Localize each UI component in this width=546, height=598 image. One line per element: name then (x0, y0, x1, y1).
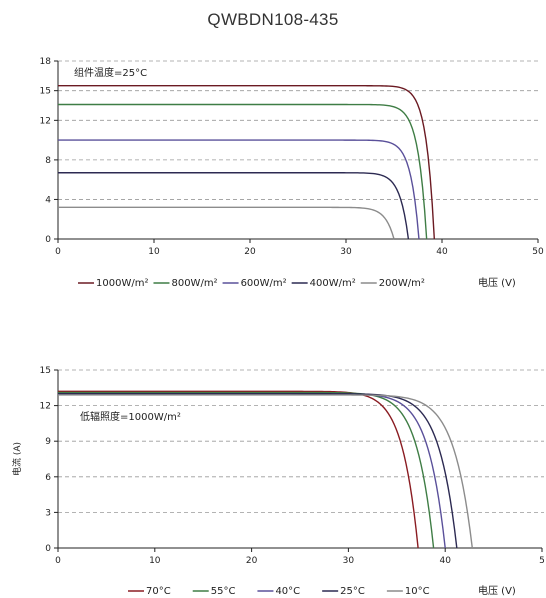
y-tick-label: 12 (40, 116, 51, 126)
x-tick-label: 20 (246, 556, 258, 566)
legend-label: 400W/m² (310, 278, 356, 289)
y-tick-label: 18 (40, 57, 52, 67)
y-axis-label: 电流 (A) (11, 442, 23, 476)
legend-label: 10°C (405, 586, 430, 597)
legend-label: 800W/m² (171, 278, 217, 289)
y-tick-label: 8 (45, 156, 51, 166)
x-axis-label: 电压 (V) (478, 584, 516, 597)
x-tick-label: 40 (439, 556, 451, 566)
y-tick-label: 15 (40, 366, 51, 376)
y-tick-label: 4 (45, 195, 51, 205)
page-title: QWBDN108-435 (207, 10, 339, 29)
x-tick-label: 5 (539, 556, 545, 566)
x-tick-label: 0 (55, 247, 61, 257)
y-tick-label: 9 (45, 437, 51, 447)
y-tick-label: 6 (45, 473, 51, 483)
legend-label: 600W/m² (241, 278, 287, 289)
x-tick-label: 50 (532, 247, 544, 257)
y-tick-label: 12 (40, 402, 51, 412)
x-tick-label: 10 (149, 556, 161, 566)
legend-label: 25°C (340, 586, 365, 597)
x-axis-label: 电压 (V) (478, 276, 516, 289)
series-line (58, 103, 428, 240)
x-tick-label: 20 (244, 247, 256, 257)
legend-label: 70°C (146, 586, 171, 597)
x-tick-label: 40 (436, 247, 448, 257)
y-tick-label: 0 (45, 544, 51, 554)
x-tick-label: 0 (55, 556, 61, 566)
legend-label: 200W/m² (379, 278, 425, 289)
chart-annotation: 组件温度=25°C (74, 66, 147, 79)
x-tick-label: 10 (148, 247, 160, 257)
irradiance-iv-chart: 0 4 8 12 15 18 0 10 20 30 40 50 组件温度=25°C 1000W/m² 800… (40, 57, 544, 289)
y-tick-label: 0 (45, 235, 51, 245)
series-line (58, 172, 410, 240)
temperature-iv-chart: 0 3 6 9 12 15 0 10 20 30 40 5 低辐照度=1000W/m² 电流 (A) 70°… (11, 366, 545, 597)
legend-label: 1000W/m² (96, 278, 148, 289)
series-line (58, 206, 395, 240)
chart-annotation: 低辐照度=1000W/m² (80, 410, 181, 423)
series-line (58, 394, 473, 549)
legend-label: 40°C (275, 586, 300, 597)
series-line (58, 139, 420, 240)
legend-label: 55°C (211, 586, 236, 597)
x-tick-label: 30 (343, 556, 355, 566)
y-tick-label: 15 (40, 87, 51, 97)
series-line (58, 85, 436, 240)
y-tick-label: 3 (45, 508, 51, 518)
x-tick-label: 30 (340, 247, 352, 257)
